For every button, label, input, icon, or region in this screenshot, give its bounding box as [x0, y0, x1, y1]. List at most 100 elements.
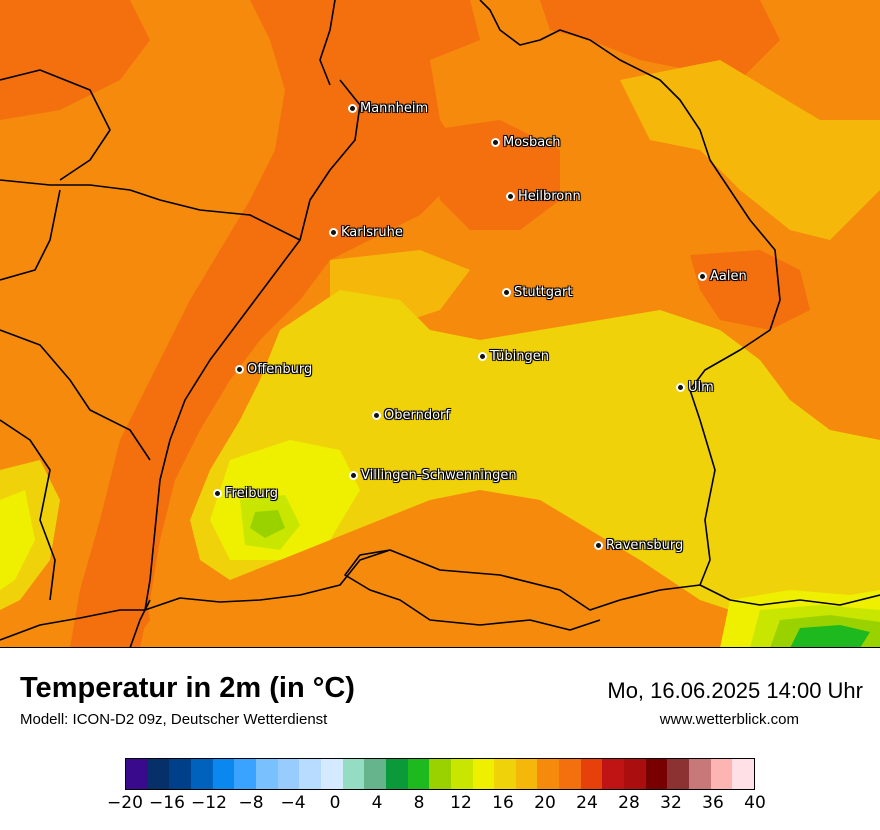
colorbar-tick-label: 0 — [329, 793, 341, 813]
temperature-zone-heilbronn — [430, 120, 560, 230]
city-heilbronn[interactable]: Heilbronn — [506, 187, 581, 205]
border-france-west — [0, 189, 61, 281]
colorbar-tick-label: 32 — [660, 793, 682, 813]
colorbar-swatch — [559, 759, 581, 789]
colorbar-swatch — [299, 759, 321, 789]
colorbar-tick-label: −16 — [149, 793, 185, 813]
temperature-zone-rhine-south — [80, 560, 150, 648]
city-offenburg[interactable]: Offenburg — [235, 360, 312, 378]
colorbar-tick-label: −20 — [107, 793, 143, 813]
map-bottom-frame — [0, 647, 880, 648]
colorbar-swatch — [450, 759, 473, 789]
city-label: Heilbronn — [518, 188, 581, 204]
city-oberndorf[interactable]: Oberndorf — [372, 406, 450, 424]
temperature-zone-alps-coldest — [790, 625, 870, 648]
colorbar-tick-label: 8 — [413, 793, 425, 813]
city-label: Tübingen — [490, 348, 549, 364]
border-rhine-france — [0, 179, 301, 241]
colorbar-swatch — [385, 759, 408, 789]
city-freiburg[interactable]: Freiburg — [213, 484, 278, 502]
colorbar-swatch — [342, 759, 365, 789]
city-marker-icon — [235, 364, 244, 374]
temperature-zone-east-plateau — [620, 60, 880, 240]
temperature-zone-west-edge — [0, 490, 35, 590]
colorbar-swatch — [126, 759, 148, 789]
political-borders — [0, 0, 880, 648]
city-marker-icon — [676, 382, 685, 392]
city-marker-icon — [213, 488, 222, 498]
colorbar-swatch — [364, 759, 386, 789]
border-bavaria-south — [699, 584, 880, 606]
city-aalen[interactable]: Aalen — [698, 267, 747, 285]
city-label: Offenburg — [247, 361, 313, 377]
colorbar-tick-label: 24 — [576, 793, 598, 813]
border-alsace-west — [0, 419, 56, 601]
colorbar-swatch — [169, 759, 191, 789]
colorbar-swatch — [407, 759, 430, 789]
colorbar-swatch — [472, 759, 495, 789]
colorbar-swatch — [190, 759, 213, 789]
colorbar-swatch — [429, 759, 451, 789]
city-label: Mosbach — [503, 134, 561, 150]
temperature-colorbar — [125, 758, 755, 790]
city-marker-icon — [348, 103, 357, 113]
colorbar-swatch — [277, 759, 300, 789]
colorbar-tick-label: 4 — [371, 793, 383, 813]
colorbar-swatch — [732, 759, 755, 789]
colorbar-swatch — [645, 759, 668, 789]
colorbar-swatch — [602, 759, 625, 789]
temperature-map-canvas — [0, 0, 880, 648]
colorbar-swatch — [147, 759, 170, 789]
border-north-hessen — [319, 0, 336, 86]
city-marker-icon — [502, 287, 511, 297]
city-marker-icon — [698, 271, 707, 281]
temperature-map[interactable]: Mannheim Mosbach Heilbronn Karlsruhe Aal… — [0, 0, 880, 648]
city-label: Stuttgart — [514, 284, 573, 300]
temperature-zone-rhine-valley — [70, 0, 480, 648]
city-marker-icon — [478, 351, 487, 361]
city-marker-icon — [491, 137, 500, 147]
colorbar-tick-label: 40 — [744, 793, 766, 813]
city-marker-icon — [506, 191, 515, 201]
city-villingen-schwenningen[interactable]: Villingen-Schwenningen — [349, 466, 517, 484]
border-lake-constance — [344, 549, 601, 631]
colorbar-swatch — [234, 759, 256, 789]
colorbar-swatch — [494, 759, 516, 789]
city-ravensburg[interactable]: Ravensburg — [594, 536, 683, 554]
colorbar-swatch — [667, 759, 690, 789]
city-label: Oberndorf — [384, 407, 450, 423]
city-label: Ulm — [688, 379, 714, 395]
city-label: Karlsruhe — [341, 224, 403, 240]
colorbar-swatch — [580, 759, 603, 789]
colorbar-tick-label: 20 — [534, 793, 556, 813]
colorbar-swatch — [515, 759, 538, 789]
city-marker-icon — [594, 540, 603, 550]
temperature-zone-northwest — [0, 0, 150, 120]
map-title: Temperatur in 2m (in °C) — [20, 672, 355, 704]
model-source: Modell: ICON-D2 09z, Deutscher Wetterdie… — [20, 711, 328, 728]
city-label: Ravensburg — [606, 537, 684, 553]
city-stuttgart[interactable]: Stuttgart — [502, 283, 572, 301]
colorbar-swatch — [212, 759, 235, 789]
colorbar-tick-label: 16 — [492, 793, 514, 813]
city-tuebingen[interactable]: Tübingen — [478, 347, 549, 365]
city-label: Aalen — [710, 268, 747, 284]
colorbar-swatch — [624, 759, 646, 789]
city-mannheim[interactable]: Mannheim — [348, 99, 428, 117]
colorbar-tick-label: −12 — [191, 793, 227, 813]
city-label: Villingen-Schwenningen — [361, 467, 517, 483]
city-label: Freiburg — [225, 485, 279, 501]
city-karlsruhe[interactable]: Karlsruhe — [329, 223, 403, 241]
border-switzerland — [0, 599, 151, 648]
colorbar-swatch — [255, 759, 278, 789]
temperature-zone-feldberg-peak — [250, 510, 285, 538]
city-marker-icon — [349, 470, 358, 480]
colorbar-swatch — [710, 759, 733, 789]
website-link[interactable]: www.wetterblick.com — [659, 711, 799, 728]
city-ulm[interactable]: Ulm — [676, 378, 714, 396]
city-mosbach[interactable]: Mosbach — [491, 133, 561, 151]
city-marker-icon — [329, 227, 338, 237]
temperature-zone-aalen — [690, 250, 810, 330]
border-northwest — [0, 69, 111, 181]
colorbar-tick-label: −8 — [238, 793, 264, 813]
